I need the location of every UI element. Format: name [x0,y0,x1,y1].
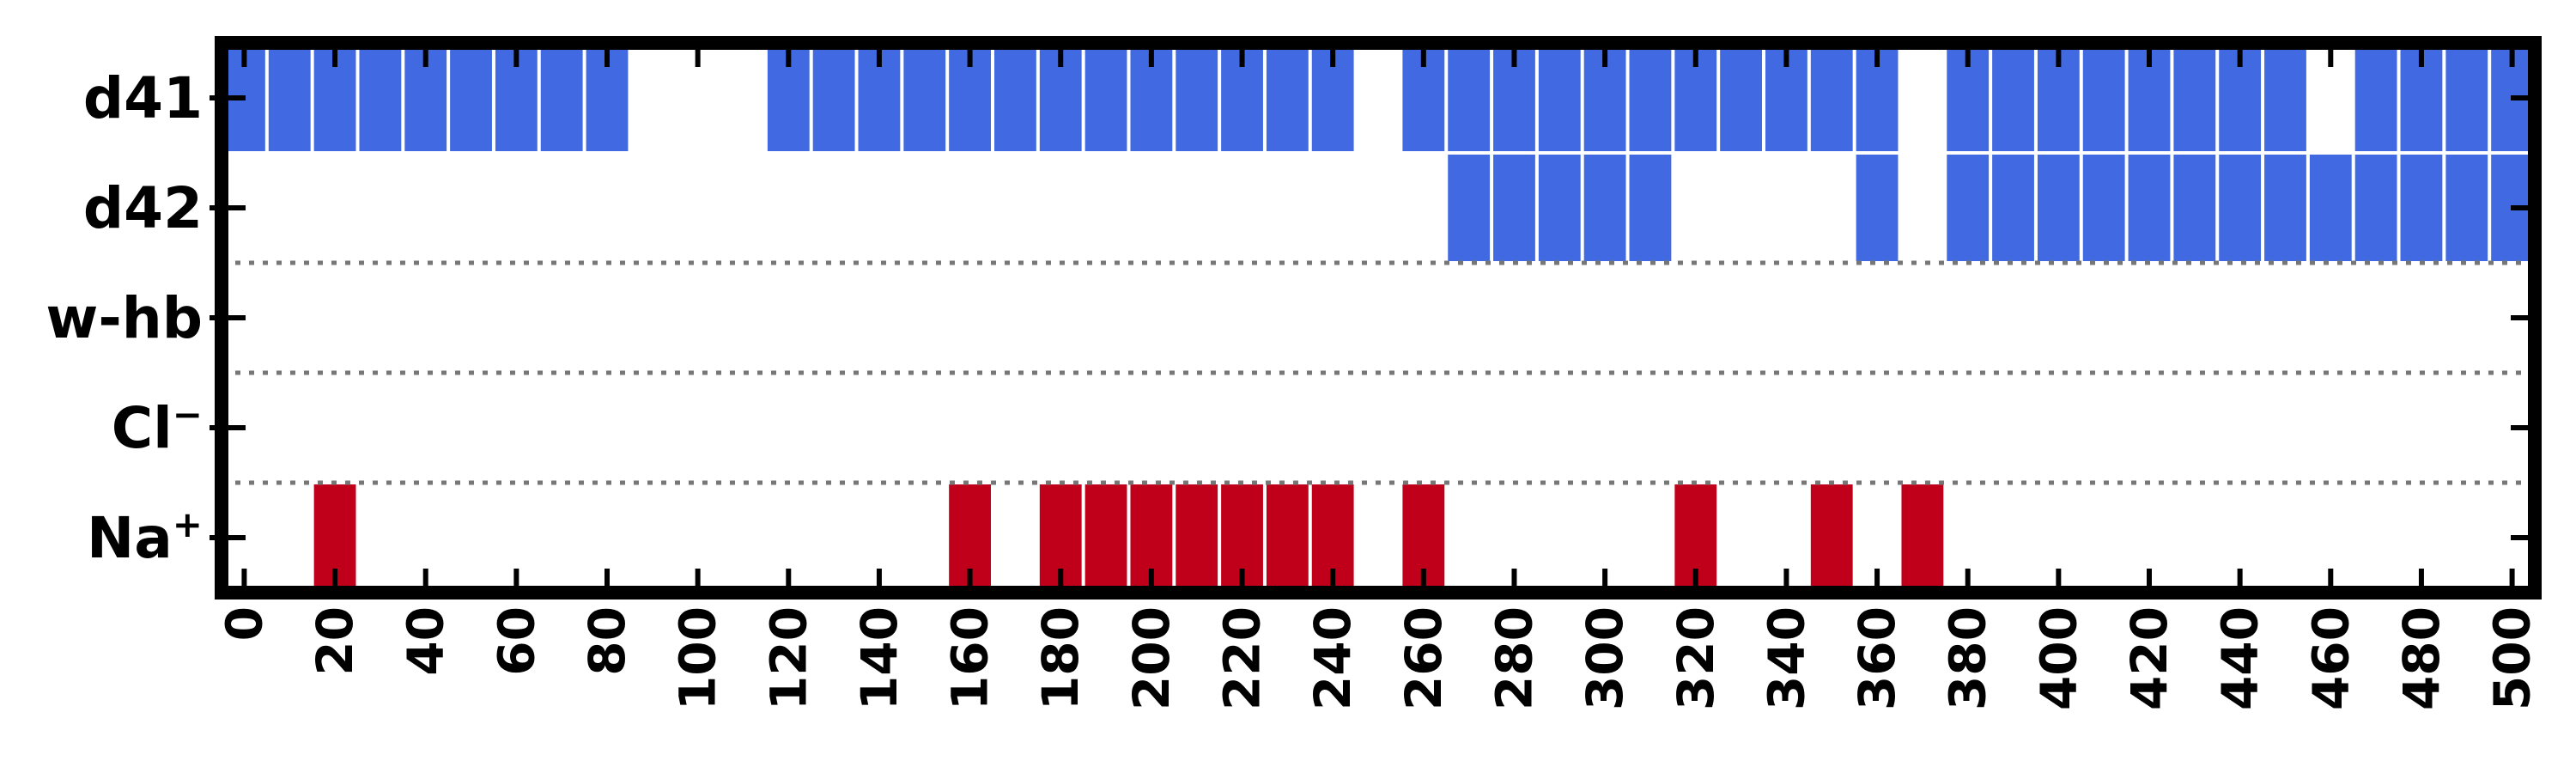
bar-d41-190 [1084,45,1127,151]
bar-na-190 [1084,484,1127,591]
bar-d41-470 [2354,45,2397,151]
x-tick-label: 380 [1939,606,1997,710]
bar-d41-390 [1992,45,2034,151]
x-tick-label: 20 [306,606,364,676]
x-tick-label: 420 [2120,606,2178,710]
ticks-layer [210,43,2535,593]
x-tick-label: 480 [2392,606,2451,710]
x-tick-label: 460 [2301,606,2360,710]
x-tick-label: 200 [1122,606,1181,710]
bar-d41-50 [450,45,492,151]
bar-d41-210 [1176,45,1218,151]
bar-d42-430 [2173,155,2216,261]
bar-d41-430 [2173,45,2216,151]
bar-d42-440 [2219,155,2262,261]
bar-d41-330 [1720,45,1762,151]
x-tick-label: 340 [1757,606,1815,710]
bar-na-370 [1901,484,1944,591]
bar-d42-310 [1629,155,1672,261]
bar-d41-410 [2082,45,2125,151]
bar-d41-150 [903,45,946,151]
bars-layer [223,45,2533,591]
x-tick-label: 120 [759,606,817,710]
bar-d41-490 [2445,45,2488,151]
x-tick-label: 280 [1485,606,1543,710]
x-tick-label: 100 [669,606,727,710]
bar-d41-450 [2264,45,2306,151]
bar-d41-290 [1538,45,1581,151]
bar-na-210 [1176,484,1218,591]
x-tick-label: 60 [487,606,545,676]
x-tick-label: 500 [2483,606,2542,710]
x-tick-label: 360 [1848,606,1906,710]
x-tick-label: 40 [397,606,455,676]
bar-d42-400 [2037,155,2080,261]
bar-d42-300 [1583,155,1626,261]
separators-layer [222,260,2535,485]
x-tick-label: 300 [1576,606,1634,710]
y-tick-label-w-hb: w-hb [46,285,203,351]
bar-d41-10 [268,45,311,151]
bar-d42-410 [2082,155,2125,261]
x-tick-label: 180 [1031,606,1090,710]
bar-d42-290 [1538,155,1581,261]
bar-d42-490 [2445,155,2488,261]
x-tick-label: 220 [1213,606,1272,710]
y-tick-label-cl: Cl− [112,393,203,461]
bar-na-350 [1810,484,1853,591]
bar-d42-390 [1992,155,2034,261]
y-tick-label-na: Na+ [87,503,203,571]
bar-d41-30 [359,45,402,151]
bar-d41-310 [1629,45,1672,151]
bar-d42-460 [2309,155,2352,261]
bar-d41-350 [1810,45,1853,151]
bar-d42-420 [2128,155,2171,261]
x-tick-label: 260 [1394,606,1453,710]
bar-d42-360 [1856,155,1899,261]
bar-na-230 [1266,484,1309,591]
bar-d42-480 [2400,155,2443,261]
bar-d42-270 [1448,155,1491,261]
x-tick-label: 0 [215,606,273,641]
bar-d42-380 [1947,155,1990,261]
x-tick-label: 160 [941,606,999,710]
bar-d42-450 [2264,155,2306,261]
bar-d41-130 [812,45,855,151]
x-tick-label: 400 [2029,606,2087,710]
x-tick-label: 240 [1303,606,1362,710]
bar-d41-70 [540,45,583,151]
bar-d41-270 [1448,45,1491,151]
bar-d42-280 [1493,155,1535,261]
bar-d42-470 [2354,155,2397,261]
bar-d41-230 [1266,45,1309,151]
bar-d41-170 [994,45,1036,151]
x-tick-label: 320 [1667,606,1725,710]
x-tick-label: 80 [578,606,636,676]
y-tick-label-d42: d42 [83,175,203,241]
y-tick-labels: d41 d42 w-hb Cl− Na+ [46,65,203,571]
x-tick-label: 140 [850,606,908,710]
x-tick-labels: 0 20 40 60 80 100 120 140 160 180 200 220 240 260 280 3… [215,606,2541,710]
x-tick-label: 440 [2211,606,2269,710]
y-tick-label-d41: d41 [83,65,203,131]
